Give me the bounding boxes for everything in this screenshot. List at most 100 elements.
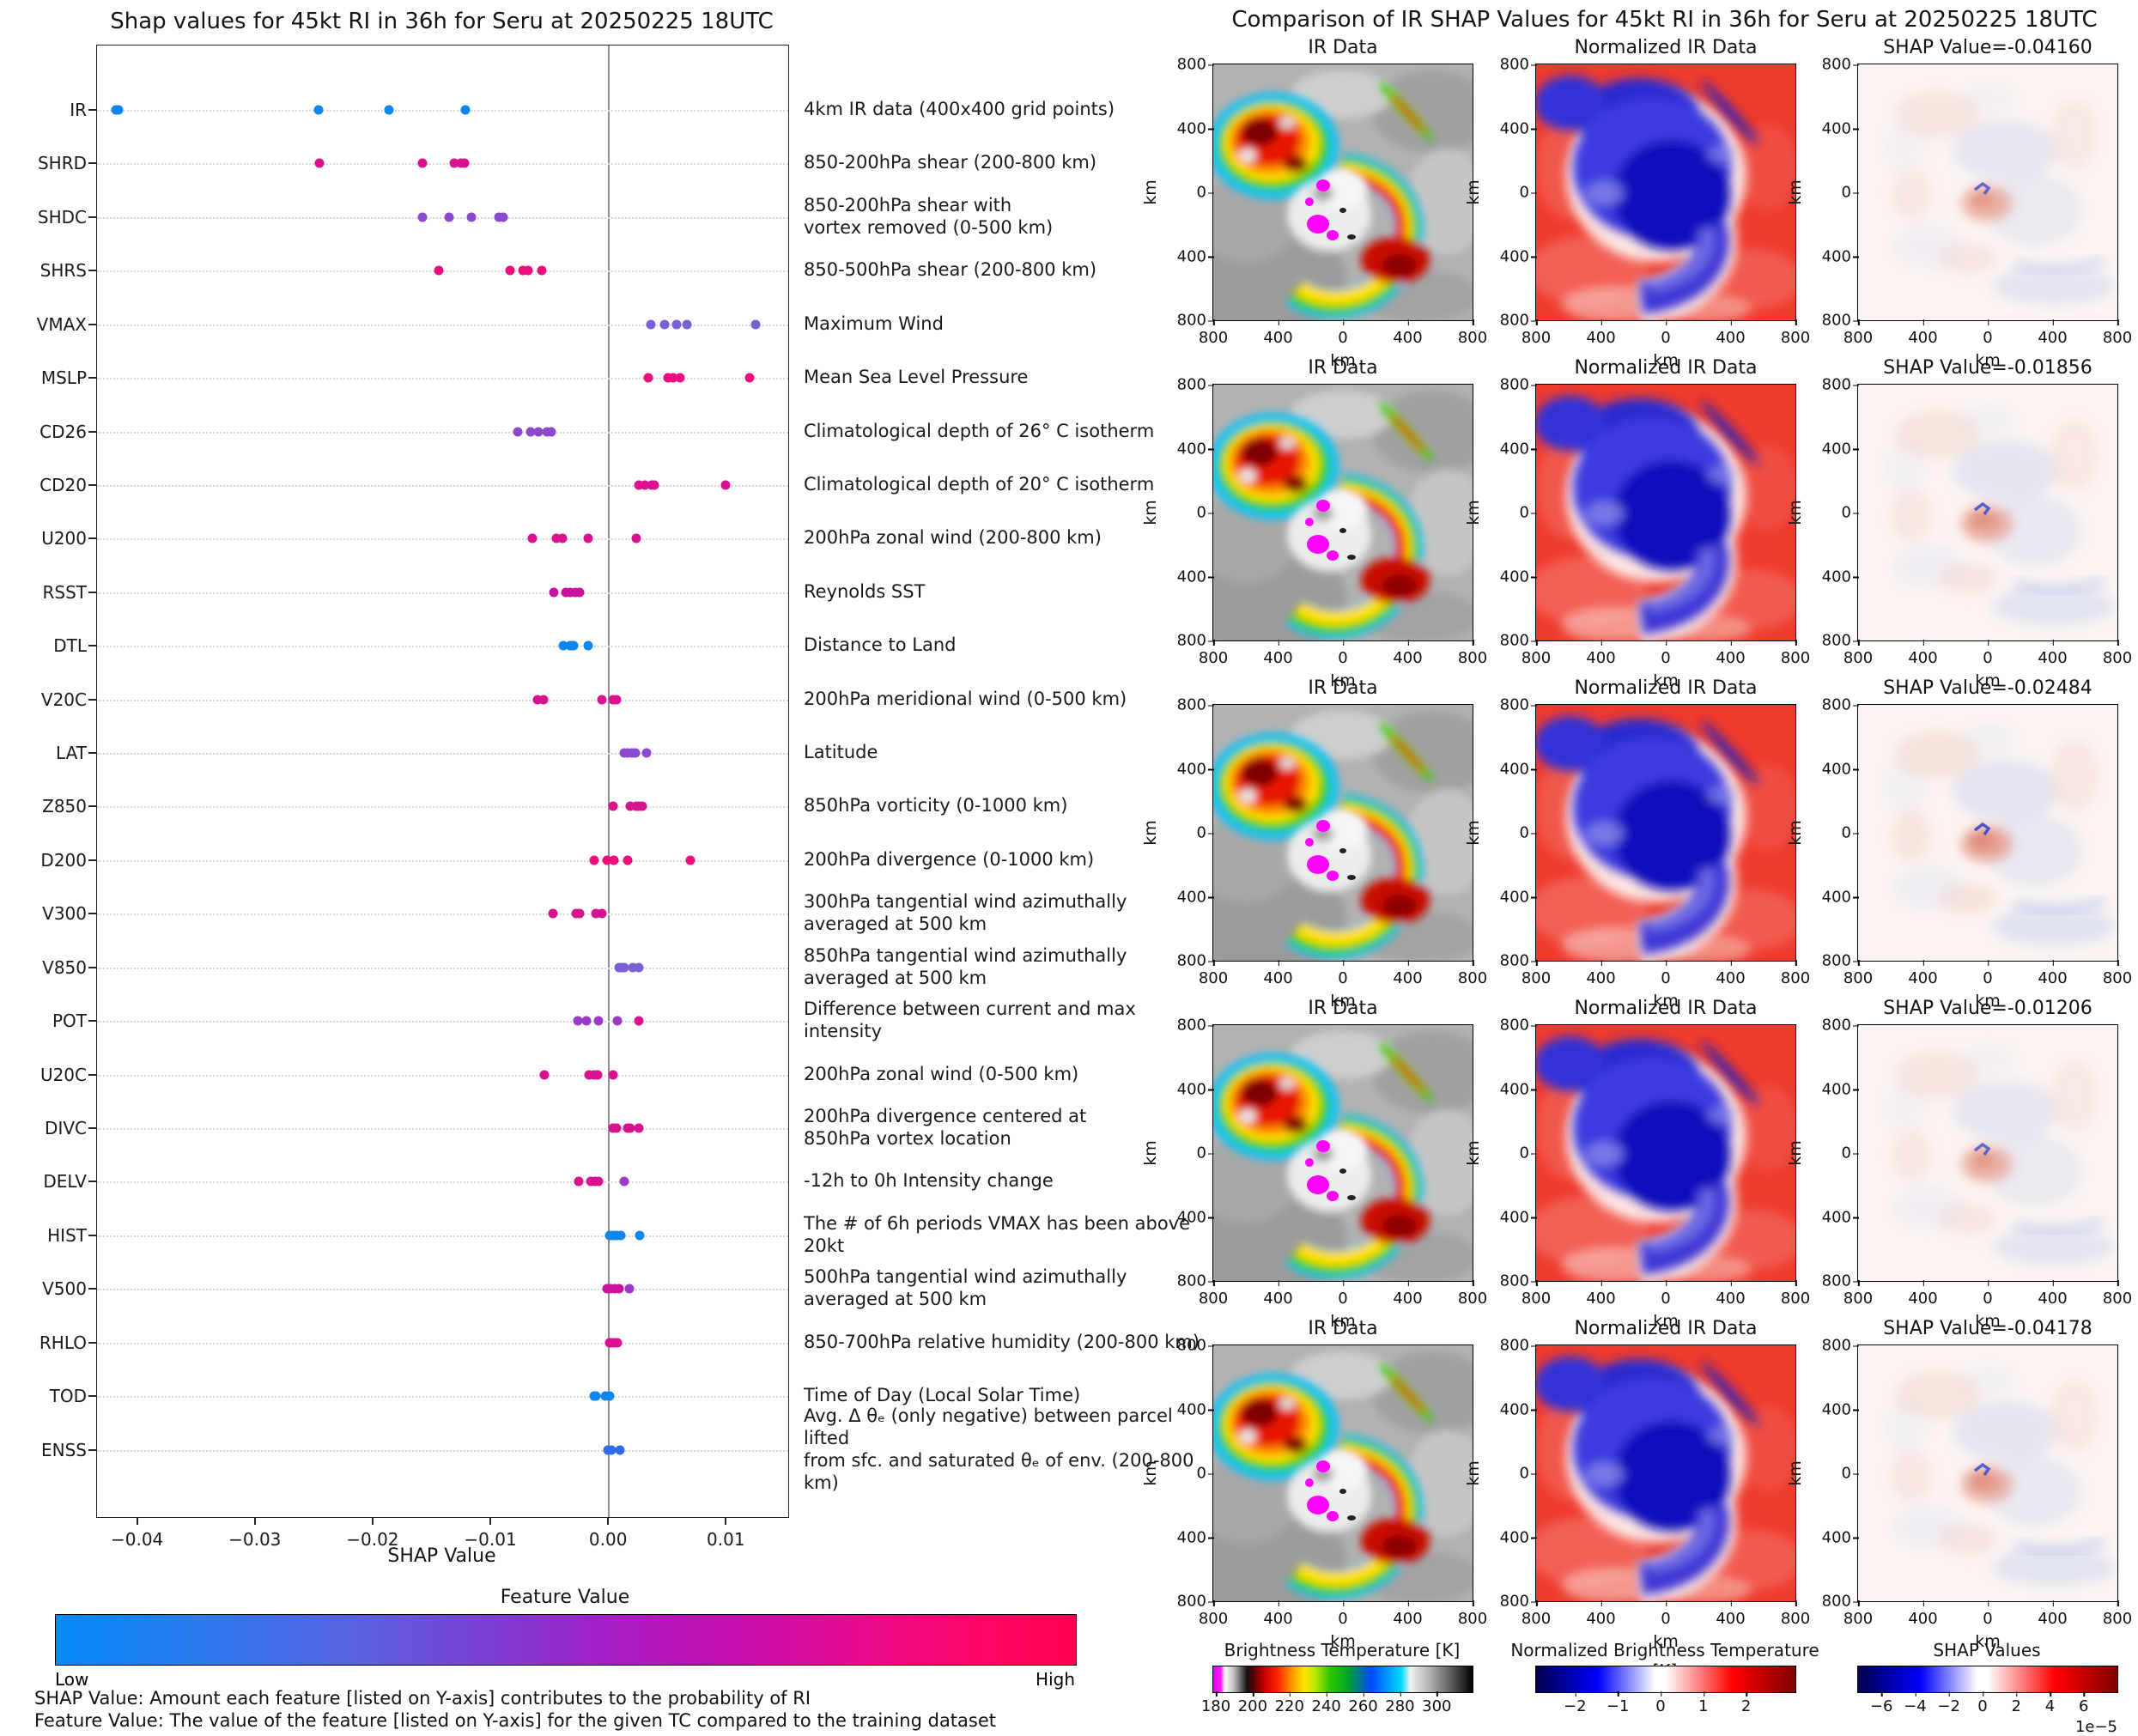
y-tick-mark [88,270,96,272]
shap-dot [568,640,579,651]
y-tick-label-V300: V300 [42,903,87,925]
panel-title: Normalized IR Data [1574,357,1758,379]
beeswarm-plot: IR SHRD SHDC SHRS VMAX MSLP CD26 CD20 U200 RSST DT… [37,45,789,1550]
panel-x-tick-label: 400 [1908,319,1938,347]
colorbar-title: SHAP Values [1933,1640,2041,1660]
panel-title: Normalized IR Data [1574,1318,1758,1339]
shap-dot [513,427,523,437]
panel-y-tick-label: 800 [1169,1337,1214,1355]
colorbar-exponent-label: 1e−5 [2074,1718,2117,1736]
y-tick-mark [88,483,96,486]
feature-description-RSST: Reynolds SST [804,580,1207,603]
y-tick-label-POT: POT [52,1011,87,1032]
y-tick-label-V850: V850 [42,956,87,978]
shap-dot [623,855,633,865]
feature-description-POT: Difference between current and max inten… [804,998,1207,1042]
y-tick-mark [88,805,96,808]
panel-x-tick-label: 400 [1586,960,1616,987]
panel-y-axis-unit: km [1785,1140,1805,1166]
panel-y-tick-label: 0 [1813,1144,1859,1162]
panel-y-tick-label: 800 [1491,632,1537,650]
panel-x-tick-label: 400 [1393,640,1423,667]
shap-dot [573,1016,583,1026]
row-gridline [97,431,788,434]
footnote-feature-value: Feature Value: The value of the feature … [34,1710,997,1731]
panel-x-tick-label: 800 [1780,960,1811,987]
feature-description-V20C: 200hPa meridional wind (0-500 km) [804,688,1207,710]
panel-x-tick-label: 800 [1521,960,1552,987]
panel-y-tick-label: 800 [1491,56,1537,74]
y-tick-label-VMAX: VMAX [36,313,87,335]
shap-dot [549,587,559,598]
panel-y-axis-unit: km [1140,1460,1160,1486]
y-tick-label-RHLO: RHLO [39,1332,87,1353]
panel-y-tick-label: 800 [1169,632,1214,650]
panel-x-tick-label: 800 [1780,319,1811,347]
colorbar-seismic: −2 −1 0 1 2 [1535,1666,1796,1715]
panel-y-tick-label: 400 [1491,1208,1537,1226]
colorbar-tick-label: −1 [1606,1691,1630,1715]
shap-value-panel: SHAP Value=-0.04178 800 800 400 400 0 0 400 400 8… [1786,1318,2132,1651]
ir-data-panel: IR Data 800 800 400 400 0 0 400 400 800 800 km km [1141,677,1487,1011]
shap-dot [640,480,650,490]
panel-x-tick-label: 800 [1843,1280,1874,1308]
feature-description-SHRD: 850-200hPa shear (200-800 km) [804,151,1207,173]
description-line: 850hPa vorticity (0-1000 km) [804,795,1068,816]
row-gridline [97,859,788,862]
row-gridline [97,1181,788,1184]
feature-description-MSLP: Mean Sea Level Pressure [804,366,1207,388]
panel-x-tick-label: 400 [1716,640,1746,667]
colorbar-ir: 180 200 220 240 260 280 300 [1201,1666,1473,1715]
colorbar-tick-label: 260 [1348,1691,1378,1715]
shap-dot [417,212,427,222]
panel-y-tick-label: 400 [1813,440,1859,458]
y-tick-mark [88,215,96,218]
shap-dot [631,533,641,543]
panel-x-tick-label: 0 [1983,1280,1993,1308]
panel-x-tick-label: 400 [1716,1280,1746,1308]
panel-x-tick-label: 0 [1338,960,1348,987]
panel-y-tick-label: 800 [1169,312,1214,330]
description-line: 850hPa tangential wind azimuthally [804,944,1127,966]
shap-dot [634,480,644,490]
panel-y-tick-label: 0 [1491,1465,1537,1483]
panel-y-tick-label: 400 [1491,247,1537,265]
panel-y-tick-label: 400 [1169,1080,1214,1098]
shap-dot [551,533,562,543]
shap-dot [720,480,731,490]
shap-dot [646,319,656,330]
panel-x-tick-label: 800 [1843,1600,1874,1628]
feature-value-colorbar-title: Feature Value [500,1587,630,1608]
panel-x-tick-label: 400 [1908,960,1938,987]
panel-x-tick-label: 800 [1843,960,1874,987]
panel-y-tick-label: 400 [1169,1528,1214,1546]
panel-y-tick-label: 400 [1491,568,1537,586]
description-line: Reynolds SST [804,580,926,602]
panel-title: IR Data [1308,1318,1378,1339]
panel-x-tick-label: 800 [1780,640,1811,667]
panel-x-tick-label: 800 [1521,640,1552,667]
panel-x-tick-label: 0 [1983,960,1993,987]
panel-y-tick-label: 800 [1813,56,1859,74]
colorbar-tick-label: −2 [1564,1691,1587,1715]
panel-x-tick-label: 400 [1393,960,1423,987]
y-tick-label-LAT: LAT [56,743,87,764]
feature-description-D200: 200hPa divergence (0-1000 km) [804,848,1207,871]
panel-y-tick-label: 400 [1169,119,1214,137]
panel-y-tick-label: 800 [1813,1593,1859,1611]
panel-y-tick-label: 800 [1813,312,1859,330]
description-line: Maximum Wind [804,313,944,334]
shap-dot [113,105,124,115]
panel-x-tick-label: 800 [1198,960,1229,987]
panel-x-tick-label: 800 [2102,1280,2133,1308]
y-tick-label-U200: U200 [41,528,87,549]
y-tick-label-U20C: U20C [39,1064,87,1085]
description-line: 850-200hPa shear (200-800 km) [804,152,1097,173]
shap-dot [619,962,629,973]
panel-x-tick-label: 400 [1263,319,1293,347]
panel-y-axis-unit: km [1140,500,1160,525]
feature-description-V500: 500hPa tangential wind azimuthally averag… [804,1266,1207,1310]
panel-y-tick-label: 800 [1813,632,1859,650]
shap-dot [466,212,477,222]
panel-y-tick-label: 0 [1491,504,1537,522]
